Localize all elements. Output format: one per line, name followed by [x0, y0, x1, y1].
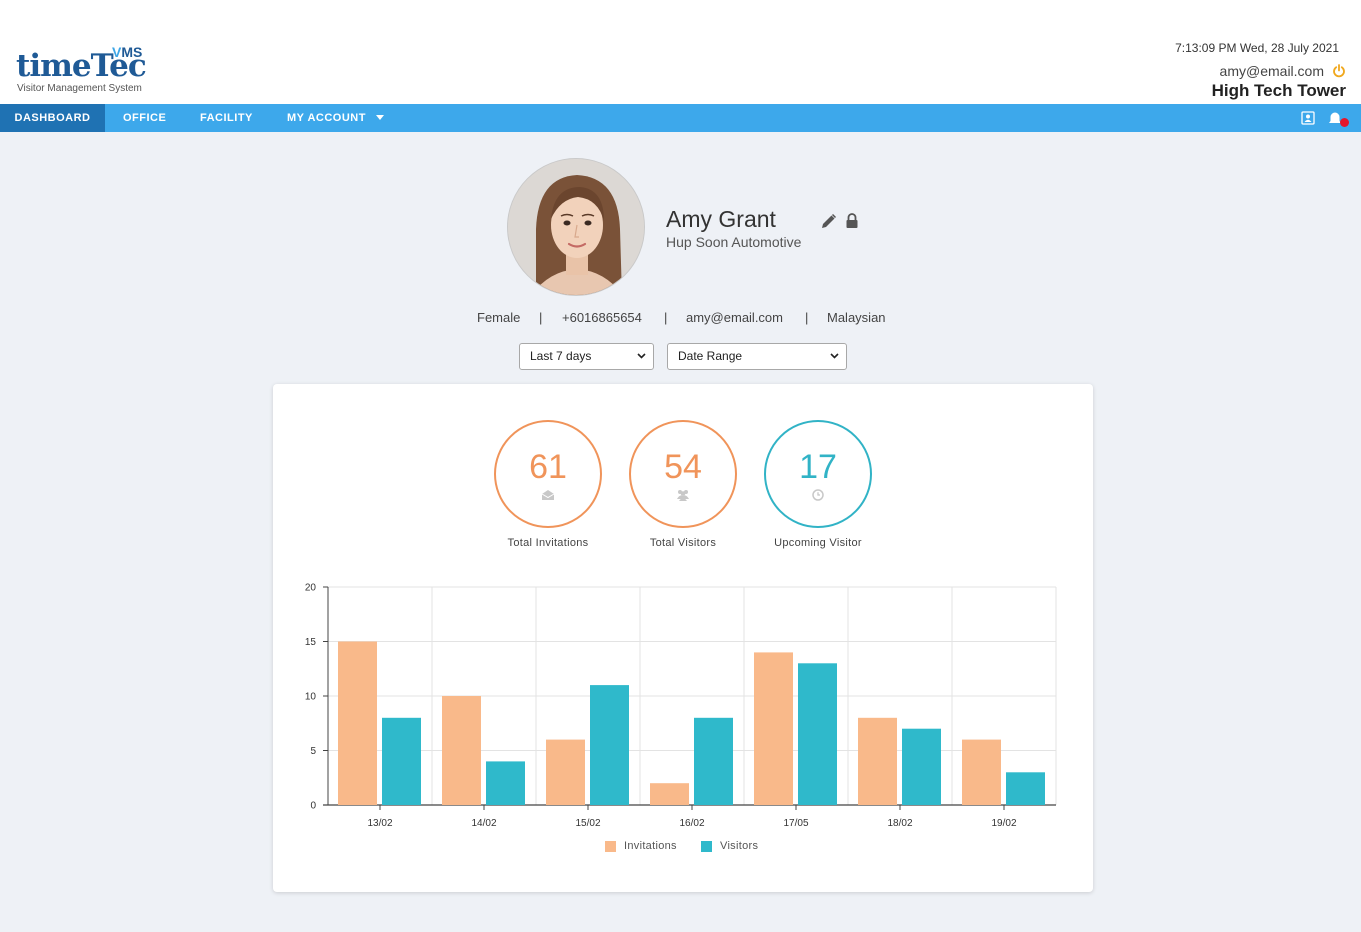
header-email-row: amy@email.com	[1175, 63, 1346, 79]
logo-vms: VMS	[112, 44, 143, 60]
avatar-image	[508, 159, 644, 295]
bar-visitors	[902, 728, 941, 805]
bar-visitors	[486, 761, 525, 805]
x-tick-label: 16/02	[679, 818, 704, 829]
date-range-select[interactable]: Date Range	[667, 343, 847, 370]
dashboard-card: 61 Total Invitations 54 Total Visitors 1…	[273, 384, 1093, 892]
building-name: High Tech Tower	[1211, 81, 1346, 100]
legend-swatch-visitors	[701, 841, 712, 852]
logo-tagline: Visitor Management System	[17, 83, 142, 94]
stat-value: 17	[799, 448, 837, 486]
clock-icon	[812, 489, 824, 501]
date-range-select-value: Date Range	[678, 349, 743, 363]
stat-upcoming-visitor[interactable]: 17	[764, 420, 872, 528]
timetec-logo[interactable]: timeTec VMS Visitor Management System	[16, 42, 156, 98]
bar-invitations	[858, 717, 897, 805]
avatar	[507, 158, 645, 296]
contact-card-icon[interactable]	[1301, 111, 1315, 125]
profile-gender: Female	[477, 310, 521, 325]
bar-visitors	[1006, 772, 1045, 805]
bar-invitations	[442, 696, 481, 805]
separator: |	[664, 310, 668, 325]
stat-value: 61	[529, 448, 567, 486]
profile-name: Amy Grant	[666, 206, 776, 232]
bar-visitors	[382, 717, 421, 805]
profile-details: Female | +6016865654 | amy@email.com | M…	[0, 310, 1361, 326]
x-tick-label: 13/02	[367, 818, 392, 829]
pencil-icon[interactable]	[820, 213, 837, 230]
visits-bar-chart: 0 5 10 15 20 13/02 14/02 15/02 16/02 17/05 18/02 19…	[305, 583, 1057, 829]
user-email: amy@email.com	[1219, 63, 1324, 79]
separator: |	[539, 310, 543, 325]
legend-swatch-invitations	[605, 841, 616, 852]
bar-visitors	[694, 717, 733, 805]
chevron-down-icon	[637, 353, 646, 359]
bar-invitations	[962, 739, 1001, 805]
stat-label: Total Invitations	[507, 537, 589, 549]
envelope-open-icon	[541, 490, 555, 500]
header: timeTec VMS Visitor Management System 7:…	[0, 0, 1361, 104]
y-tick-label: 20	[305, 583, 317, 594]
nav-my-account-label: MY ACCOUNT	[287, 112, 366, 124]
profile-nationality: Malaysian	[827, 310, 886, 325]
x-tick-label: 17/05	[783, 818, 808, 829]
users-icon	[677, 490, 689, 501]
x-tick-label: 18/02	[887, 818, 912, 829]
nav-my-account[interactable]: MY ACCOUNT	[287, 104, 384, 132]
separator: |	[805, 310, 809, 325]
y-tick-label: 10	[305, 692, 317, 703]
y-tick-label: 5	[310, 746, 316, 757]
notification-badge	[1340, 118, 1349, 127]
legend-label-invitations[interactable]: Invitations	[624, 840, 677, 852]
stat-total-invitations[interactable]: 61	[494, 420, 602, 528]
logo-brand: timeTec	[16, 48, 147, 84]
profile-phone: +6016865654	[562, 310, 642, 325]
bar-invitations	[650, 783, 689, 805]
chevron-down-icon	[375, 114, 384, 120]
current-datetime: 7:13:09 PM Wed, 28 July 2021	[1175, 41, 1339, 55]
stat-value: 54	[664, 448, 702, 486]
period-select[interactable]: Last 7 days	[519, 343, 654, 370]
profile-email: amy@email.com	[686, 310, 783, 325]
y-tick-label: 15	[305, 637, 317, 648]
bar-invitations	[338, 641, 377, 805]
period-select-value: Last 7 days	[530, 349, 592, 363]
header-user-info: 7:13:09 PM Wed, 28 July 2021 amy@email.c…	[1175, 41, 1346, 101]
bar-invitations	[754, 652, 793, 805]
bar-invitations	[546, 739, 585, 805]
x-tick-label: 19/02	[991, 818, 1016, 829]
notification-icon[interactable]	[1328, 111, 1342, 125]
stat-label: Upcoming Visitor	[774, 537, 862, 549]
bar-visitors	[798, 663, 837, 805]
legend-label-visitors[interactable]: Visitors	[720, 840, 759, 852]
chevron-down-icon	[830, 353, 839, 359]
nav-dashboard[interactable]: DASHBOARD	[0, 104, 105, 132]
nav-office[interactable]: OFFICE	[123, 112, 167, 124]
power-icon[interactable]	[1332, 64, 1346, 78]
lock-icon[interactable]	[845, 213, 859, 229]
bar-visitors	[590, 685, 629, 805]
stat-total-visitors[interactable]: 54	[629, 420, 737, 528]
x-tick-label: 15/02	[575, 818, 600, 829]
main-nav: DASHBOARD OFFICE FACILITY MY ACCOUNT	[0, 104, 1361, 132]
nav-facility[interactable]: FACILITY	[200, 112, 253, 124]
profile-company: Hup Soon Automotive	[666, 234, 802, 250]
stat-label: Total Visitors	[649, 537, 717, 549]
x-tick-label: 14/02	[471, 818, 496, 829]
y-tick-label: 0	[310, 801, 316, 812]
